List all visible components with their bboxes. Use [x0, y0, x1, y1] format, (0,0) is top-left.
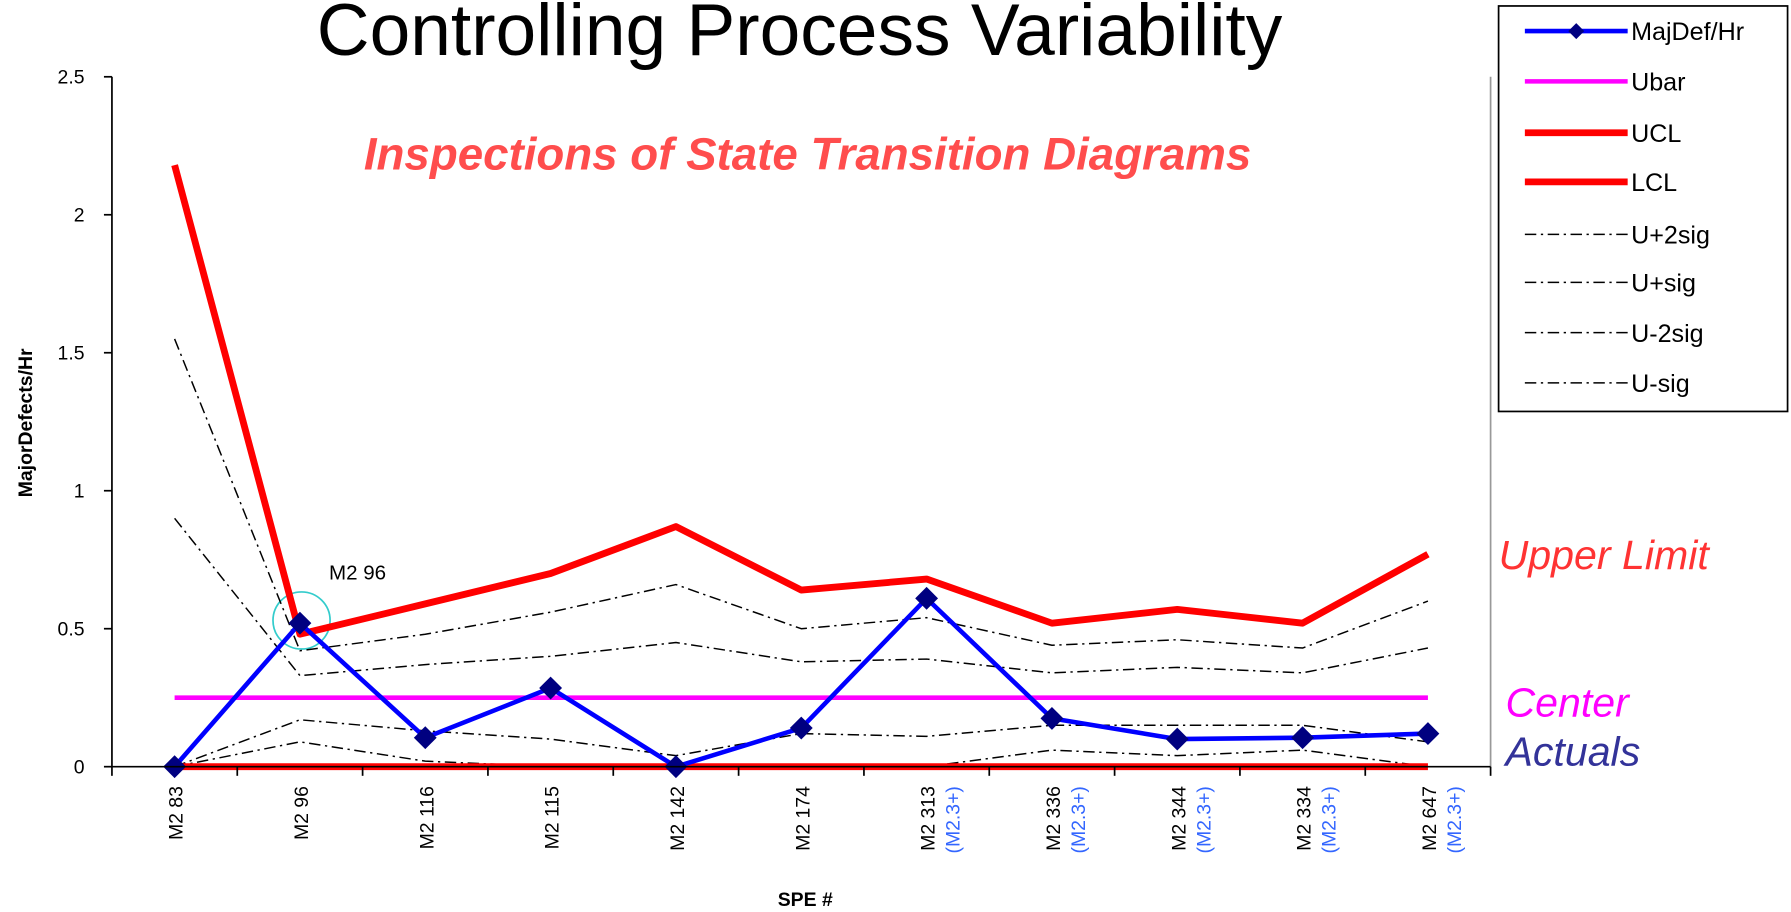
x-tick-label: M2 336 [1043, 786, 1065, 851]
annotation: Upper Limit [1499, 532, 1711, 578]
legend-label: U+sig [1631, 270, 1696, 298]
annotation: M2 96 [329, 561, 386, 584]
x-tick-label: M2 142 [667, 786, 689, 851]
x-tick-label: M2 334 [1294, 786, 1316, 851]
x-tick-label: M2 647 [1419, 786, 1441, 851]
x-axis-title: SPE # [778, 889, 833, 911]
data-point [789, 716, 813, 740]
legend-label: UCL [1631, 120, 1681, 148]
series-line [174, 719, 1429, 768]
legend-label: MajDef/Hr [1631, 18, 1744, 46]
x-tick-label: M2 115 [542, 786, 564, 849]
legend-marker [1568, 23, 1585, 40]
x-tick-sublabel: (M2.3+) [1068, 786, 1090, 853]
data-point [539, 676, 563, 700]
series-line [174, 741, 1429, 768]
legend-label: U+2sig [1631, 222, 1710, 250]
series-line [171, 164, 1430, 638]
x-tick-label: M2 313 [918, 786, 940, 851]
x-tick-label: M2 83 [166, 786, 188, 840]
y-tick-label: 1.5 [58, 343, 85, 365]
data-point [288, 611, 312, 635]
data-point [1291, 726, 1315, 750]
y-axis-title: MajorDefects/Hr [15, 348, 37, 497]
legend-box [1497, 5, 1789, 413]
annotation: Center [1505, 679, 1631, 725]
x-tick-sublabel: (M2.3+) [1319, 786, 1341, 853]
data-point [1165, 727, 1189, 751]
chart-title: Controlling Process Variability [317, 0, 1283, 71]
series-line [173, 338, 1429, 652]
data-point [1416, 722, 1440, 745]
y-tick-label: 0.5 [58, 619, 85, 641]
annotation: Actuals [1502, 729, 1640, 775]
y-tick-label: 2.5 [58, 67, 85, 89]
x-tick-label: M2 116 [416, 786, 438, 849]
x-tick-label: M2 344 [1168, 786, 1190, 851]
x-tick-label: M2 174 [792, 786, 814, 851]
legend-label: U-sig [1631, 370, 1690, 398]
y-tick-label: 0 [74, 757, 85, 779]
series-line [174, 517, 1429, 677]
legend-label: LCL [1631, 169, 1677, 197]
x-tick-sublabel: (M2.3+) [1444, 786, 1466, 853]
highlight-circle [272, 591, 331, 650]
y-tick-label: 1 [74, 481, 85, 503]
series-line [172, 596, 1429, 769]
y-tick-label: 2 [74, 205, 85, 227]
x-tick-sublabel: (M2.3+) [1193, 786, 1215, 853]
legend-label: Ubar [1631, 68, 1685, 96]
x-tick-sublabel: (M2.3+) [943, 786, 965, 853]
x-tick-label: M2 96 [291, 786, 313, 840]
chart-subtitle: Inspections of State Transition Diagrams [364, 128, 1251, 179]
legend-label: U-2sig [1631, 320, 1704, 348]
